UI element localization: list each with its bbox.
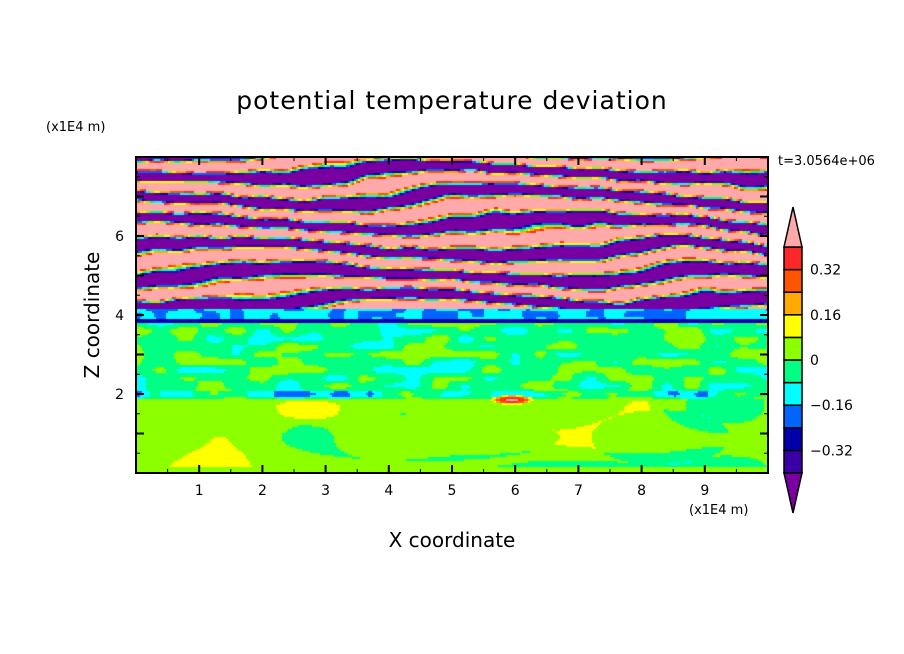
plot-frame — [135, 156, 769, 474]
x-axis-unit: (x1E4 m) — [689, 503, 749, 518]
colorbar-swatch — [783, 314, 803, 339]
x-tick-label: 9 — [700, 483, 709, 499]
colorbar-tick-label: −0.16 — [810, 398, 853, 414]
x-axis-label: X coordinate — [388, 528, 516, 552]
y-tick-label: 6 — [115, 229, 124, 245]
colorbar-swatch — [783, 381, 803, 406]
colorbar-over-triangle — [783, 206, 803, 248]
y-axis-unit: (x1E4 m) — [46, 120, 106, 135]
colorbar-swatch — [783, 449, 803, 474]
colorbar-tick-label: 0.16 — [810, 308, 841, 324]
colorbar-tick-label: 0.32 — [810, 263, 841, 279]
y-tick-label: 2 — [115, 387, 124, 403]
contour-field — [136, 157, 768, 473]
x-tick-label: 6 — [511, 483, 520, 499]
colorbar-swatch — [783, 404, 803, 429]
colorbar-swatch — [783, 246, 803, 271]
colorbar-swatch — [783, 427, 803, 452]
colorbar-swatch — [783, 268, 803, 293]
x-tick-label: 8 — [637, 483, 646, 499]
colorbar-swatch — [783, 291, 803, 316]
x-tick-label: 4 — [384, 483, 393, 499]
x-tick-label: 7 — [574, 483, 583, 499]
chart-title: potential temperature deviation — [236, 86, 668, 115]
colorbar-under-triangle — [783, 472, 803, 514]
colorbar-swatch — [783, 359, 803, 384]
colorbar-tick-label: 0 — [810, 353, 819, 369]
x-tick-label: 2 — [258, 483, 267, 499]
colorbar-swatch — [783, 336, 803, 361]
x-tick-label: 3 — [321, 483, 330, 499]
x-tick-label: 5 — [448, 483, 457, 499]
time-annotation: t=3.0564e+06 — [778, 154, 875, 169]
y-tick-label: 4 — [115, 308, 124, 324]
colorbar-tick-label: −0.32 — [810, 443, 853, 459]
x-tick-label: 1 — [195, 483, 204, 499]
